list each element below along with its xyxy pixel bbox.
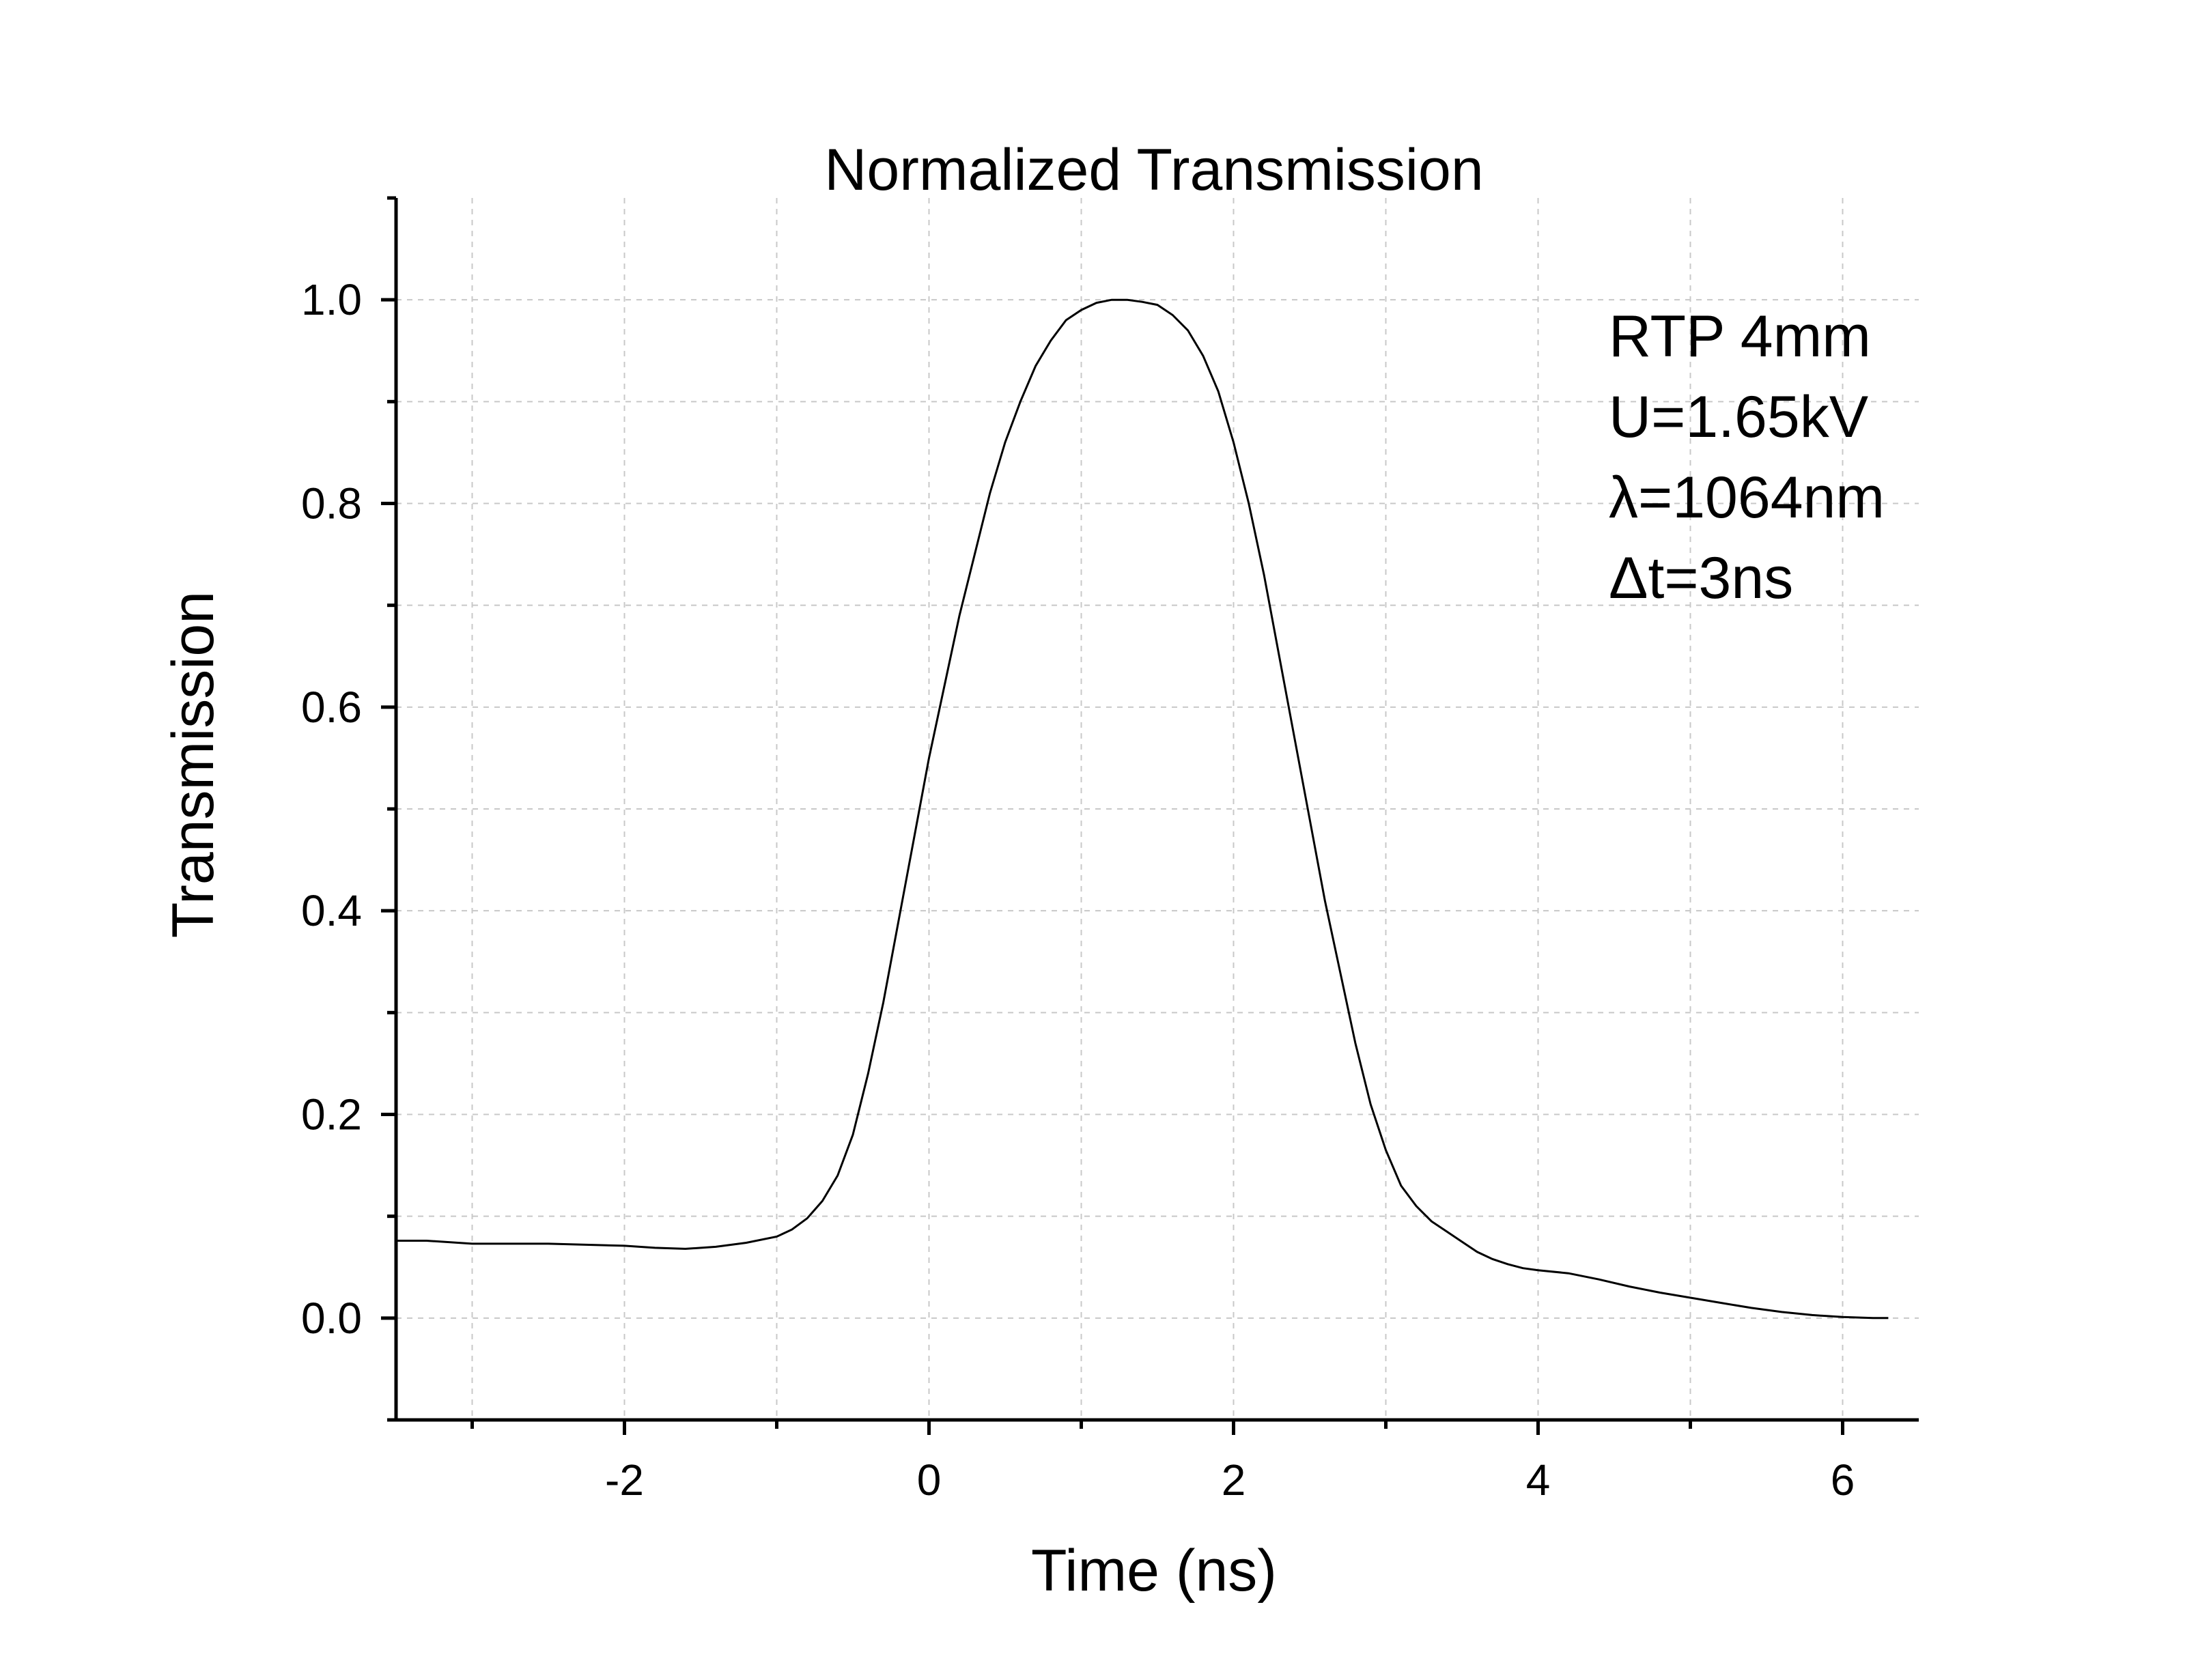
y-tick-label: 0.0 <box>301 1294 362 1343</box>
annotation-pulse-width: Δt=3ns <box>1609 545 1793 611</box>
y-tick-label: 1.0 <box>301 275 362 324</box>
tick-labels: -2 0 2 4 6 0.0 0.2 0.4 0.6 0.8 1.0 <box>301 275 1855 1505</box>
y-tick-label: 0.8 <box>301 479 362 528</box>
series-line-0 <box>396 298 1889 1320</box>
annotation-sample: RTP 4mm <box>1609 304 1871 369</box>
chart-title: Normalized Transmission <box>824 137 1483 203</box>
grid <box>396 198 1919 1420</box>
x-axis-title: Time (ns) <box>1031 1538 1277 1604</box>
annotation-voltage: U=1.65kV <box>1609 384 1868 450</box>
x-tick-label: 2 <box>1222 1455 1246 1505</box>
annotation-wavelength: λ=1064nm <box>1609 465 1885 530</box>
ticks <box>381 196 1844 1435</box>
annotation-box: RTP 4mm U=1.65kV λ=1064nm Δt=3ns <box>1609 304 1885 611</box>
x-tick-label: 0 <box>917 1455 942 1505</box>
x-tick-label: 6 <box>1831 1455 1855 1505</box>
x-tick-label: 4 <box>1526 1455 1551 1505</box>
y-axis-title: Transmission <box>160 591 226 938</box>
y-tick-label: 0.2 <box>301 1090 362 1139</box>
x-tick-label: -2 <box>605 1455 644 1505</box>
y-tick-label: 0.4 <box>301 886 362 935</box>
y-tick-label: 0.6 <box>301 683 362 732</box>
series-layer <box>396 298 1889 1320</box>
